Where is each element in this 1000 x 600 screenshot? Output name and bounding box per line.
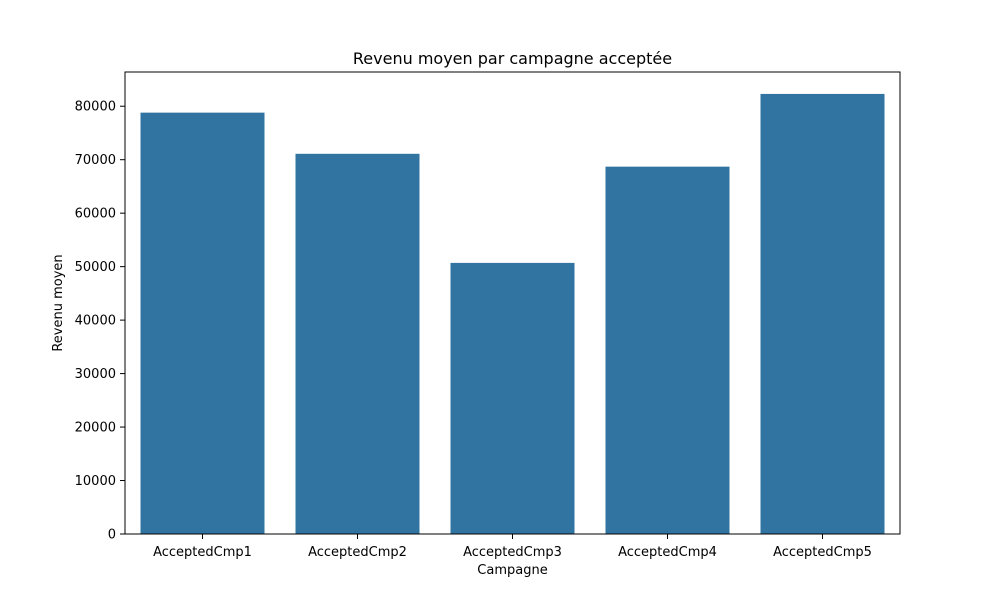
bar-AcceptedCmp5 — [760, 93, 885, 534]
y-tick-label: 80000 — [75, 100, 116, 115]
bars — [140, 93, 885, 535]
y-axis-label: Revenu moyen — [51, 254, 66, 351]
x-tick-label: AcceptedCmp1 — [153, 545, 252, 560]
bar-AcceptedCmp3 — [450, 262, 575, 534]
bar-AcceptedCmp2 — [295, 153, 420, 534]
x-axis: AcceptedCmp1 AcceptedCmp2 AcceptedCmp3 Acce… — [153, 534, 872, 560]
y-tick-label: 70000 — [75, 153, 116, 168]
x-tick-label: AcceptedCmp4 — [618, 545, 717, 560]
x-tick-label: AcceptedCmp3 — [463, 545, 562, 560]
y-tick-label: 30000 — [75, 367, 116, 382]
y-tick-label: 40000 — [75, 314, 116, 329]
x-axis-label: Campagne — [477, 563, 547, 578]
x-tick-label: AcceptedCmp2 — [308, 545, 407, 560]
y-tick-label: 10000 — [75, 474, 116, 489]
y-tick-label: 20000 — [75, 421, 116, 436]
plot-area — [124, 71, 901, 535]
x-tick-label: AcceptedCmp5 — [773, 545, 872, 560]
y-tick-label: 0 — [108, 528, 116, 543]
y-axis: 0 10000 20000 30000 40000 50000 60000 70000 8000… — [75, 100, 125, 543]
y-tick-label: 60000 — [75, 207, 116, 222]
bar-AcceptedCmp1 — [140, 112, 265, 534]
bar-AcceptedCmp4 — [605, 166, 730, 535]
chart-title: Revenu moyen par campagne acceptée — [353, 49, 672, 68]
y-tick-label: 50000 — [75, 260, 116, 275]
